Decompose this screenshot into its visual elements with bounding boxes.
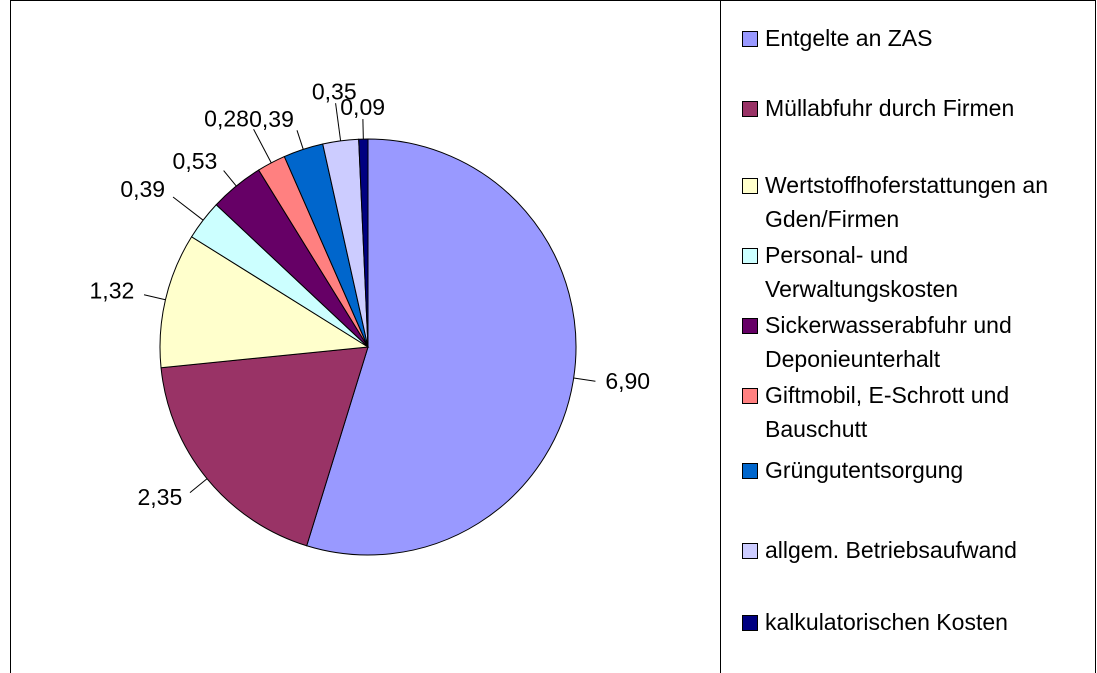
legend-label: Giftmobil, E-Schrott und Bauschutt [765, 382, 1010, 442]
legend-label: Müllabfuhr durch Firmen [765, 95, 1015, 121]
legend-label: Wertstoffhoferstattungen an Gden/Firmen [765, 172, 1048, 232]
legend-label: Entgelte an ZAS [765, 25, 933, 51]
legend-swatch [742, 615, 758, 631]
data-label: 0,39 [120, 176, 165, 202]
pie-slice [159, 236, 370, 369]
legend-item: Wertstoffhoferstattungen an Gden/Firmen [742, 168, 1092, 236]
legend-swatch [742, 463, 758, 479]
frame [10, 0, 1096, 673]
leader-line [296, 130, 304, 150]
legend-item: allgem. Betriebsaufwand [742, 533, 1092, 567]
legend-item: kalkulatorischen Kosten [742, 605, 1092, 639]
legend-swatch [742, 178, 758, 194]
legend-label: Sickerwasserabfuhr und Deponieunterhalt [765, 312, 1012, 372]
data-label: 0,53 [173, 148, 218, 174]
legend-swatch [742, 101, 758, 117]
data-label: 0,39 [249, 106, 294, 132]
data-label: 0,28 [204, 105, 249, 131]
legend-item: Müllabfuhr durch Firmen [742, 91, 1092, 125]
legend-item: Personal- und Verwaltungskosten [742, 238, 1092, 306]
leader-line [143, 294, 166, 301]
legend-swatch [742, 318, 758, 334]
legend-label: allgem. Betriebsaufwand [765, 537, 1017, 563]
pie-slice [160, 346, 369, 547]
legend-swatch [742, 248, 758, 264]
legend-label: kalkulatorischen Kosten [765, 609, 1008, 635]
legend-label: Grüngutentsorgung [765, 457, 964, 483]
legend-item: Entgelte an ZAS [742, 21, 1092, 55]
data-label: 6,90 [605, 368, 650, 394]
leader-line [189, 478, 208, 494]
legend-swatch [742, 543, 758, 559]
data-label: 2,35 [137, 484, 182, 510]
legend-label: Personal- und Verwaltungskosten [765, 242, 959, 302]
leader-line [335, 103, 342, 141]
leader-line [253, 128, 272, 164]
legend-item: Grüngutentsorgung [742, 453, 1092, 487]
legend-swatch [742, 31, 758, 47]
legend-swatch [742, 388, 758, 404]
leader-line [223, 170, 237, 187]
legend-item: Sickerwasserabfuhr und Deponieunterhalt [742, 308, 1092, 376]
leader-line [573, 377, 596, 382]
data-label: 0,35 [312, 78, 357, 104]
leader-line [172, 196, 204, 221]
data-label: 1,32 [90, 278, 135, 304]
data-label: 0,09 [340, 94, 385, 120]
legend-item: Giftmobil, E-Schrott und Bauschutt [742, 378, 1092, 446]
